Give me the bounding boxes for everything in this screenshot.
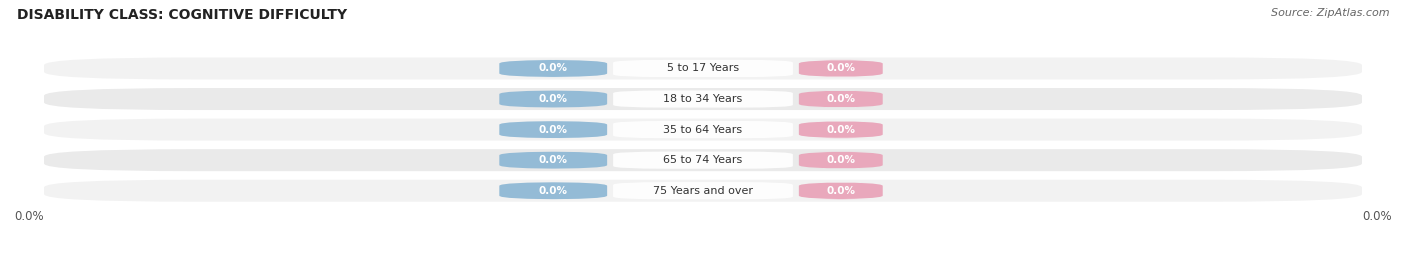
FancyBboxPatch shape	[799, 60, 883, 77]
Text: Source: ZipAtlas.com: Source: ZipAtlas.com	[1271, 8, 1389, 18]
Text: 65 to 74 Years: 65 to 74 Years	[664, 155, 742, 165]
Text: 75 Years and over: 75 Years and over	[652, 186, 754, 196]
FancyBboxPatch shape	[799, 182, 883, 199]
Text: 0.0%: 0.0%	[827, 94, 855, 104]
Text: 0.0%: 0.0%	[538, 124, 568, 135]
Text: 0.0%: 0.0%	[538, 94, 568, 104]
Text: 0.0%: 0.0%	[827, 124, 855, 135]
FancyBboxPatch shape	[44, 119, 1362, 141]
FancyBboxPatch shape	[613, 121, 793, 138]
Text: 0.0%: 0.0%	[14, 210, 44, 223]
FancyBboxPatch shape	[499, 90, 607, 108]
Text: 0.0%: 0.0%	[827, 63, 855, 73]
FancyBboxPatch shape	[613, 90, 793, 108]
FancyBboxPatch shape	[44, 58, 1362, 79]
Text: 0.0%: 0.0%	[538, 63, 568, 73]
FancyBboxPatch shape	[499, 60, 607, 77]
FancyBboxPatch shape	[44, 180, 1362, 202]
Text: 5 to 17 Years: 5 to 17 Years	[666, 63, 740, 73]
FancyBboxPatch shape	[613, 182, 793, 199]
Legend: Male, Female: Male, Female	[634, 266, 772, 270]
FancyBboxPatch shape	[799, 151, 883, 169]
FancyBboxPatch shape	[613, 151, 793, 169]
Text: 35 to 64 Years: 35 to 64 Years	[664, 124, 742, 135]
FancyBboxPatch shape	[44, 149, 1362, 171]
Text: 18 to 34 Years: 18 to 34 Years	[664, 94, 742, 104]
FancyBboxPatch shape	[799, 90, 883, 108]
FancyBboxPatch shape	[499, 182, 607, 199]
Text: 0.0%: 0.0%	[1362, 210, 1392, 223]
FancyBboxPatch shape	[799, 121, 883, 138]
Text: 0.0%: 0.0%	[827, 155, 855, 165]
Text: 0.0%: 0.0%	[827, 186, 855, 196]
Text: 0.0%: 0.0%	[538, 155, 568, 165]
Text: DISABILITY CLASS: COGNITIVE DIFFICULTY: DISABILITY CLASS: COGNITIVE DIFFICULTY	[17, 8, 347, 22]
Text: 0.0%: 0.0%	[538, 186, 568, 196]
FancyBboxPatch shape	[44, 88, 1362, 110]
FancyBboxPatch shape	[499, 151, 607, 169]
FancyBboxPatch shape	[613, 60, 793, 77]
FancyBboxPatch shape	[499, 121, 607, 138]
